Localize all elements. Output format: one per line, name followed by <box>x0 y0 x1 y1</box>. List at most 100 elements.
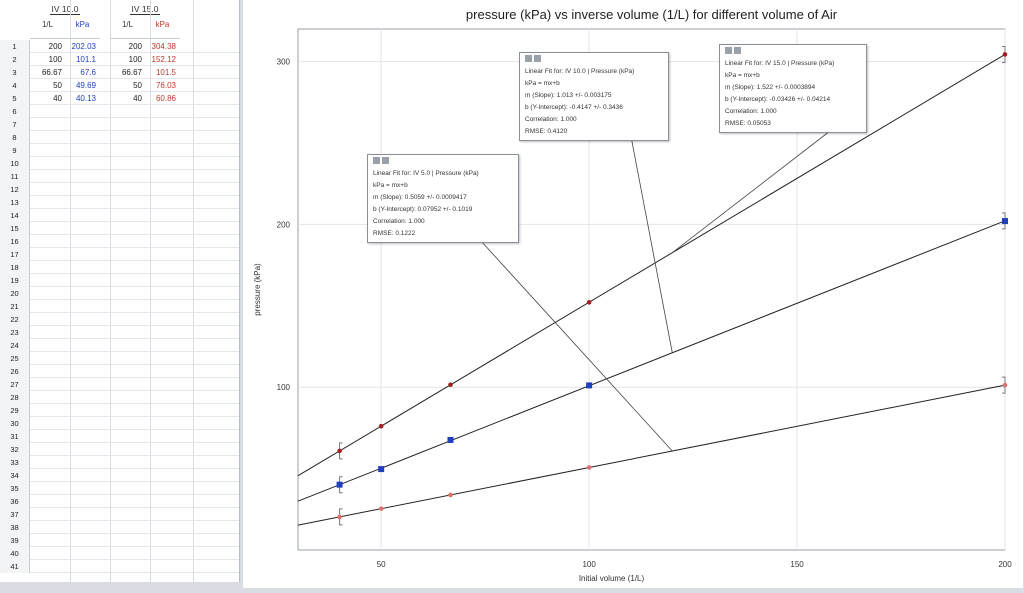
cell-inverse-volume[interactable]: 66.67 <box>41 68 62 77</box>
table-row[interactable]: 32 <box>0 443 239 456</box>
table-row[interactable]: 31 <box>0 430 239 443</box>
fit-box-controls[interactable] <box>725 47 861 56</box>
data-point[interactable] <box>586 382 593 389</box>
table-row[interactable]: 3 66.67 67.6 66.67 101.5 <box>0 66 239 79</box>
table-row[interactable]: 17 <box>0 248 239 261</box>
linear-fit-box[interactable]: Linear Fit for: IV 10.0 | Pressure (kPa)… <box>519 52 669 141</box>
cell-inverse-volume[interactable]: 66.67 <box>121 68 142 77</box>
cell-pressure[interactable]: 76.03 <box>155 81 176 90</box>
linear-fit-box[interactable]: Linear Fit for: IV 5.0 | Pressure (kPa) k… <box>367 154 519 243</box>
table-row[interactable]: 34 <box>0 469 239 482</box>
table-row[interactable]: 12 <box>0 183 239 196</box>
table-row[interactable]: 1 200 202.03 200 304.38 <box>0 40 239 53</box>
table-row[interactable]: 40 <box>0 547 239 560</box>
table-row[interactable]: 20 <box>0 287 239 300</box>
cell-pressure[interactable]: 152.12 <box>151 55 176 64</box>
fit-box-controls[interactable] <box>373 157 513 166</box>
table-row[interactable]: 37 <box>0 508 239 521</box>
dataset-header-iv15[interactable]: IV 15.0 1/L kPa <box>110 4 180 39</box>
table-row[interactable]: 15 <box>0 222 239 235</box>
table-row[interactable]: 6 <box>0 105 239 118</box>
table-row[interactable]: 35 <box>0 482 239 495</box>
column-header-inverse-volume[interactable]: 1/L <box>121 20 134 29</box>
fit-box-controls[interactable] <box>525 55 663 64</box>
linear-fit-box[interactable]: Linear Fit for: IV 15.0 | Pressure (kPa)… <box>719 44 867 133</box>
table-row[interactable]: 9 <box>0 144 239 157</box>
table-row[interactable]: 23 <box>0 326 239 339</box>
close-icon[interactable] <box>725 47 732 54</box>
table-row[interactable]: 16 <box>0 235 239 248</box>
data-point[interactable] <box>1002 52 1008 57</box>
table-row[interactable]: 25 <box>0 352 239 365</box>
data-point[interactable] <box>378 506 384 511</box>
data-point[interactable] <box>586 300 592 305</box>
cell-pressure[interactable]: 49.69 <box>75 81 96 90</box>
options-icon[interactable] <box>734 47 741 54</box>
table-row[interactable]: 41 <box>0 560 239 573</box>
cell-pressure[interactable]: 101.5 <box>155 68 176 77</box>
table-row[interactable]: 18 <box>0 261 239 274</box>
cell-inverse-volume[interactable]: 50 <box>53 81 62 90</box>
cell-inverse-volume[interactable]: 50 <box>133 81 142 90</box>
table-row[interactable]: 26 <box>0 365 239 378</box>
cell-pressure[interactable]: 67.6 <box>80 68 96 77</box>
cell-pressure[interactable]: 101.1 <box>75 55 96 64</box>
data-point[interactable] <box>448 382 453 388</box>
table-row[interactable]: 4 50 49.69 50 76.03 <box>0 79 239 92</box>
close-icon[interactable] <box>373 157 380 164</box>
data-point[interactable] <box>448 492 453 498</box>
table-row[interactable]: 30 <box>0 417 239 430</box>
data-point[interactable] <box>1002 218 1008 225</box>
row-number: 20 <box>0 287 30 300</box>
table-row[interactable]: 19 <box>0 274 239 287</box>
x-tick-label: 200 <box>998 560 1012 569</box>
table-row[interactable]: 2 100 101.1 100 152.12 <box>0 53 239 66</box>
data-point[interactable] <box>586 465 592 470</box>
cell-inverse-volume[interactable]: 200 <box>128 42 142 51</box>
cell-pressure[interactable]: 40.13 <box>75 94 96 103</box>
table-row[interactable]: 38 <box>0 521 239 534</box>
cell-inverse-volume[interactable]: 40 <box>133 94 142 103</box>
table-row[interactable]: 22 <box>0 313 239 326</box>
cell-pressure[interactable]: 60.86 <box>155 94 176 103</box>
cell-inverse-volume[interactable]: 100 <box>128 55 142 64</box>
options-icon[interactable] <box>382 157 389 164</box>
table-row[interactable]: 28 <box>0 391 239 404</box>
data-point[interactable] <box>378 466 385 473</box>
cell-pressure[interactable]: 202.03 <box>71 42 96 51</box>
column-header-pressure[interactable]: kPa <box>75 20 90 29</box>
column-header-pressure[interactable]: kPa <box>155 20 170 29</box>
row-number: 38 <box>0 521 30 534</box>
data-point[interactable] <box>1002 382 1008 388</box>
cell-pressure[interactable]: 304.38 <box>151 42 176 51</box>
column-header-inverse-volume[interactable]: 1/L <box>41 20 54 29</box>
table-row[interactable]: 21 <box>0 300 239 313</box>
cell-inverse-volume[interactable]: 100 <box>48 55 62 64</box>
table-row[interactable]: 13 <box>0 196 239 209</box>
data-point[interactable] <box>337 514 342 520</box>
table-row[interactable]: 36 <box>0 495 239 508</box>
cell-inverse-volume[interactable]: 200 <box>48 42 62 51</box>
table-row[interactable]: 7 <box>0 118 239 131</box>
table-row[interactable]: 29 <box>0 404 239 417</box>
data-point[interactable] <box>337 448 342 454</box>
table-row[interactable]: 27 <box>0 378 239 391</box>
table-row[interactable]: 8 <box>0 131 239 144</box>
options-icon[interactable] <box>534 55 541 62</box>
table-row[interactable]: 24 <box>0 339 239 352</box>
data-point[interactable] <box>447 436 454 443</box>
fit-box-line: RMSE: 0.05053 <box>725 120 771 127</box>
table-row[interactable]: 14 <box>0 209 239 222</box>
dataset-header-iv10[interactable]: IV 10.0 1/L kPa <box>30 4 100 39</box>
table-row[interactable]: 39 <box>0 534 239 547</box>
table-row[interactable]: 11 <box>0 170 239 183</box>
table-row[interactable]: 33 <box>0 456 239 469</box>
row-number: 7 <box>0 118 30 131</box>
table-row[interactable]: 10 <box>0 157 239 170</box>
table-row[interactable]: 5 40 40.13 40 60.86 <box>0 92 239 105</box>
data-point[interactable] <box>336 481 343 488</box>
data-point[interactable] <box>378 423 384 429</box>
close-icon[interactable] <box>525 55 532 62</box>
pressure-volume-chart[interactable]: pressure (kPa) vs inverse volume (1/L) f… <box>243 0 1023 588</box>
cell-inverse-volume[interactable]: 40 <box>53 94 62 103</box>
